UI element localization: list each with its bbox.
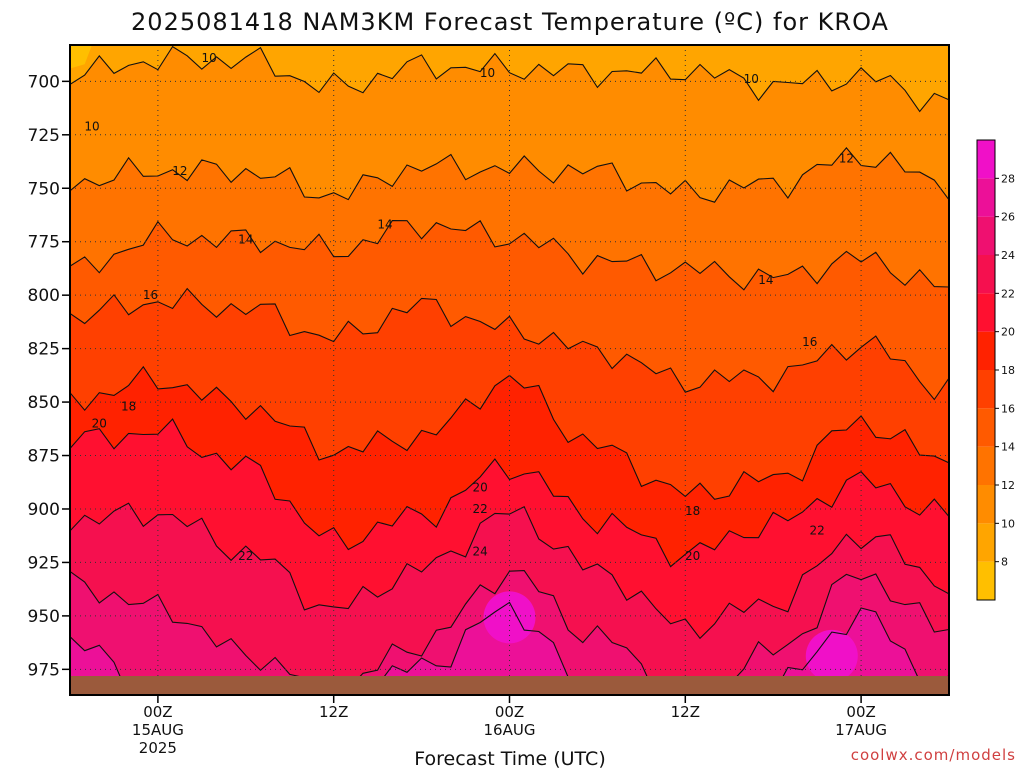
colorbar-label: 28 — [1001, 172, 1015, 185]
x-tick-label: 00Z — [495, 703, 524, 721]
y-tick-label: 700 — [28, 72, 60, 92]
isotherm-24 — [70, 570, 949, 695]
x-tick-label: 12Z — [319, 703, 348, 721]
colorbar-swatch-10 — [977, 485, 995, 524]
contour-label: 18 — [121, 399, 136, 413]
contour-label: 22 — [238, 549, 253, 563]
colorbar-swatch-22 — [977, 255, 995, 294]
grid-lines — [70, 45, 949, 695]
y-tick-label: 800 — [28, 286, 60, 306]
colorbar-label: 12 — [1001, 479, 1015, 492]
colorbar-swatch-28 — [977, 140, 995, 179]
band-26-28 — [70, 602, 949, 695]
x-tick-label: 17AUG — [835, 721, 887, 739]
isotherm-16 — [70, 287, 949, 401]
colorbar-swatch-8 — [977, 523, 995, 562]
x-tick-label: 15AUG — [132, 721, 184, 739]
y-tick-label: 875 — [28, 447, 60, 467]
contour-label: 24 — [473, 545, 488, 559]
colorbar-swatch-26 — [977, 178, 995, 217]
colorbar-label: 26 — [1001, 211, 1015, 224]
isotherm-26 — [70, 601, 949, 695]
contour-labels: 10 10 10 10 12 12 14 14 14 16 16 18 18 20 20 20 22 22 22 24 — [84, 51, 854, 563]
x-tick-label: 00Z — [143, 703, 172, 721]
contour-label: 12 — [839, 151, 854, 165]
colorbar-label: 20 — [1001, 326, 1015, 339]
colorbar-label: 10 — [1001, 517, 1015, 530]
contour-label: 16 — [143, 288, 158, 302]
y-tick-label: 925 — [28, 553, 60, 573]
contour-label: 22 — [810, 523, 825, 537]
contour-label: 14 — [238, 233, 253, 247]
y-tick-label: 725 — [28, 126, 60, 146]
colorbar-swatch-12 — [977, 446, 995, 485]
colorbar-swatch-14 — [977, 408, 995, 447]
contour-label: 20 — [92, 416, 107, 430]
plot-area: 10 10 10 10 12 12 14 14 14 16 16 18 18 20 20 20 22 22 22 24 — [70, 45, 949, 695]
y-tick-label: 775 — [28, 233, 60, 253]
x-tick-label: 12Z — [671, 703, 700, 721]
contour-label: 18 — [685, 504, 700, 518]
band-28-30 — [483, 591, 536, 644]
colorbar-swatch-24 — [977, 216, 995, 255]
colorbar-swatch-6 — [977, 561, 995, 600]
contour-label: 14 — [758, 273, 773, 287]
x-tick-label: 16AUG — [484, 721, 536, 739]
contour-label: 10 — [202, 51, 217, 65]
colorbar-label: 8 — [1001, 556, 1008, 569]
colorbar-swatch-18 — [977, 331, 995, 370]
x-axis-label: Forecast Time (UTC) — [414, 748, 605, 768]
contour-label: 10 — [744, 72, 759, 86]
y-tick-label: 950 — [28, 607, 60, 627]
y-tick-label: 975 — [28, 660, 60, 680]
contour-label: 20 — [685, 549, 700, 563]
band-6-8 — [70, 45, 92, 69]
contour-label: 20 — [473, 481, 488, 495]
contour-label: 14 — [377, 218, 392, 232]
contour-label: 10 — [84, 119, 99, 133]
terrain-surface — [70, 676, 949, 695]
isotherm-10 — [70, 45, 949, 113]
colorbar-swatch-16 — [977, 370, 995, 409]
credit-text: coolwx.com/models — [851, 746, 1016, 764]
colorbar-swatch-20 — [977, 293, 995, 332]
pressure-axis: 700 725 750 775 800 825 850 875 900 925 950 975 — [28, 72, 70, 680]
contour-label: 22 — [473, 502, 488, 516]
y-tick-label: 750 — [28, 179, 60, 199]
colorbar-label: 16 — [1001, 402, 1015, 415]
colorbar-label: 14 — [1001, 441, 1015, 454]
contour-label: 10 — [480, 66, 495, 80]
x-tick-label: 00Z — [846, 703, 875, 721]
isotherm-12 — [70, 147, 949, 203]
y-tick-label: 850 — [28, 393, 60, 413]
isotherm-20 — [70, 418, 949, 568]
colorbar-legend: 8 10 12 14 16 18 20 22 24 26 28 — [976, 139, 1015, 601]
colorbar-label: 24 — [1001, 249, 1015, 262]
contour-label: 16 — [802, 335, 817, 349]
colorbar-label: 22 — [1001, 287, 1015, 300]
y-tick-label: 900 — [28, 500, 60, 520]
chart-title: 2025081418 NAM3KM Forecast Temperature (… — [131, 8, 889, 36]
isotherm-14 — [70, 220, 949, 291]
y-tick-label: 825 — [28, 340, 60, 360]
isotherm-22 — [70, 502, 949, 640]
band-28-30 — [805, 629, 858, 682]
contour-label: 12 — [172, 164, 187, 178]
colorbar-label: 18 — [1001, 364, 1015, 377]
x-tick-label: 2025 — [139, 739, 177, 757]
